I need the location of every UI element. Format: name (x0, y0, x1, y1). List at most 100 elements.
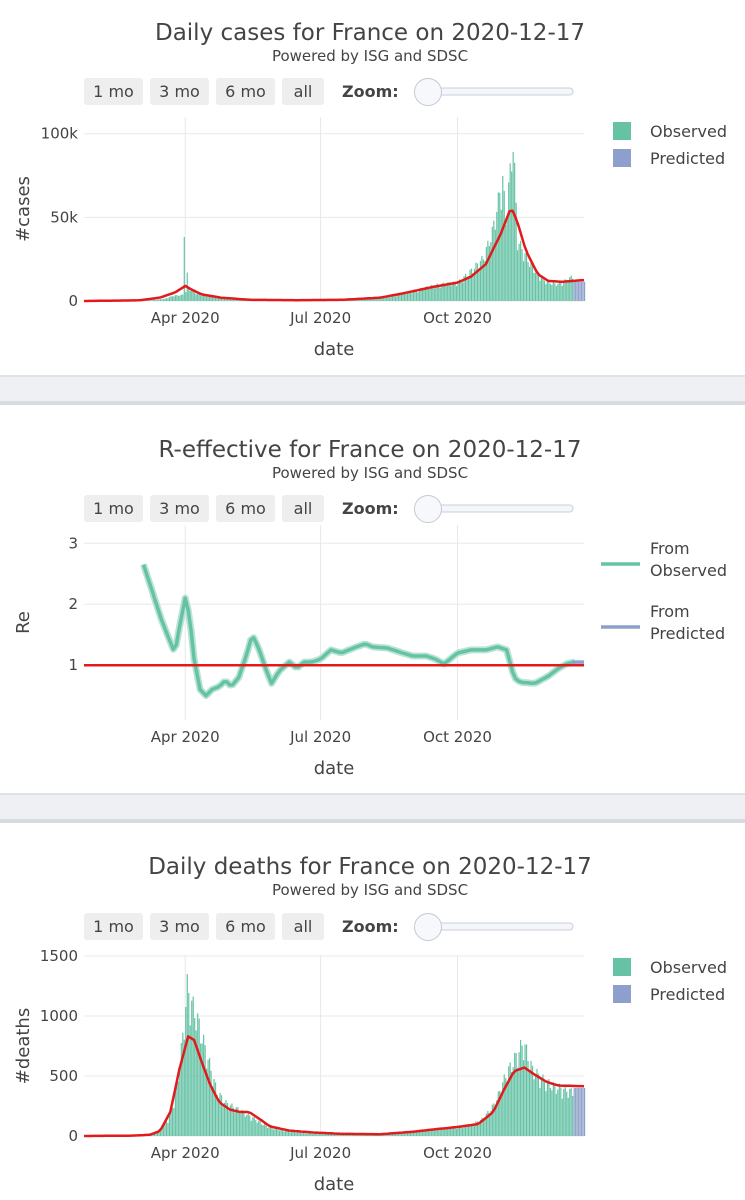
observed-bar (238, 1112, 240, 1136)
observed-bar (406, 293, 409, 301)
observed-bar (517, 1067, 519, 1136)
observed-bar (537, 273, 540, 301)
range-button-6-mo[interactable]: 6 mo (216, 495, 275, 522)
observed-bar (152, 1133, 154, 1136)
observed-bar (207, 295, 209, 301)
observed-bar (496, 1100, 498, 1136)
observed-bar (433, 1130, 435, 1136)
cases-chart: Daily cases for France on 2020-12-17 Pow… (13, 20, 727, 360)
range-button-bg (216, 495, 275, 522)
range-button-label: 1 mo (93, 82, 134, 101)
zoom-slider-track[interactable] (427, 87, 574, 96)
observed-bar (400, 1133, 403, 1136)
range-button-3-mo[interactable]: 3 mo (150, 78, 209, 105)
observed-bar (213, 1079, 215, 1136)
observed-bar (488, 246, 490, 301)
legend-item-from-observed[interactable]: From Observed (601, 539, 727, 580)
observed-bar (500, 1097, 502, 1136)
zoom-slider-handle[interactable] (414, 78, 442, 106)
observed-bar (249, 1115, 251, 1136)
predicted-bar (575, 1088, 577, 1136)
range-button-all[interactable]: all (282, 78, 324, 105)
zoom-slider-track[interactable] (427, 922, 574, 931)
predicted-bar (576, 281, 578, 301)
observed-bar (548, 1079, 550, 1136)
observed-bar (222, 299, 224, 301)
observed-bar (180, 294, 182, 301)
observed-bar (229, 1105, 232, 1136)
observed-bar (256, 1122, 258, 1136)
panel-separator (0, 793, 745, 823)
range-button-all[interactable]: all (282, 495, 324, 522)
observed-bar (493, 220, 495, 301)
observed-bar (479, 260, 482, 301)
observed-bar (384, 297, 386, 301)
range-button-bg (84, 913, 143, 940)
observed-bar (566, 280, 568, 301)
observed-bar (378, 298, 380, 301)
observed-bar (490, 242, 492, 301)
from-observed-band (140, 563, 576, 700)
observed-bar (448, 282, 450, 301)
observed-bar (341, 1134, 343, 1136)
range-button-6-mo[interactable]: 6 mo (216, 78, 275, 105)
observed-bar (540, 1078, 543, 1136)
observed-bar (527, 1060, 529, 1136)
observed-bar (399, 1133, 401, 1136)
zoom-slider-track[interactable] (427, 504, 574, 513)
observed-bar (534, 1076, 537, 1136)
observed-bar (439, 1129, 441, 1136)
range-button-label: all (294, 917, 313, 936)
legend-item-observed[interactable]: Observed (613, 958, 727, 977)
observed-bar (216, 298, 218, 301)
observed-bar (191, 289, 193, 301)
observed-bar (393, 295, 395, 301)
legend-item-predicted[interactable]: Predicted (613, 985, 725, 1004)
observed-bar (508, 1066, 510, 1136)
range-button-6-mo[interactable]: 6 mo (216, 913, 275, 940)
chart-title: Daily deaths for France on 2020-12-17 (148, 854, 592, 880)
observed-bar (241, 1109, 243, 1136)
observed-bar (316, 1133, 318, 1136)
range-button-3-mo[interactable]: 3 mo (150, 913, 209, 940)
observed-bar (165, 298, 168, 301)
zoom-slider-handle[interactable] (414, 913, 442, 941)
observed-bar (406, 1132, 409, 1136)
observed-bar (354, 1134, 357, 1136)
observed-bar (192, 290, 194, 301)
observed-bar (488, 1112, 490, 1136)
observed-bar (396, 1133, 398, 1136)
predicted-bar (573, 281, 575, 301)
observed-bar (171, 1108, 173, 1136)
observed-bar (174, 295, 176, 301)
observed-bar (192, 996, 194, 1136)
observed-bar (240, 299, 242, 301)
observed-bar (189, 1025, 191, 1136)
observed-bar (426, 1129, 428, 1136)
observed-bar (411, 1132, 413, 1136)
observed-bar (295, 1132, 297, 1136)
range-button-3-mo[interactable]: 3 mo (150, 495, 209, 522)
legend-item-observed[interactable]: Observed (613, 122, 727, 141)
observed-bar (147, 300, 150, 301)
zoom-slider-handle[interactable] (414, 495, 442, 523)
observed-bar (244, 1116, 246, 1136)
observed-bar (560, 282, 562, 301)
legend-item-from-predicted[interactable]: From Predicted (601, 602, 725, 643)
observed-bar (400, 294, 403, 301)
range-selector: 1 mo 3 mo 6 mo all Zoom: (84, 495, 574, 523)
observed-bar (508, 182, 510, 301)
observed-bar (392, 1133, 394, 1136)
range-button-1-mo[interactable]: 1 mo (84, 913, 143, 940)
observed-bar (177, 295, 179, 301)
observed-bar (186, 974, 188, 1136)
legend-item-predicted[interactable]: Predicted (613, 149, 725, 168)
observed-bar (359, 299, 361, 301)
observed-bar (188, 992, 190, 1136)
observed-bar (518, 243, 520, 301)
range-button-1-mo[interactable]: 1 mo (84, 495, 143, 522)
observed-bar (518, 1052, 520, 1136)
range-button-all[interactable]: all (282, 913, 324, 940)
observed-bar (390, 1134, 392, 1136)
range-button-1-mo[interactable]: 1 mo (84, 78, 143, 105)
